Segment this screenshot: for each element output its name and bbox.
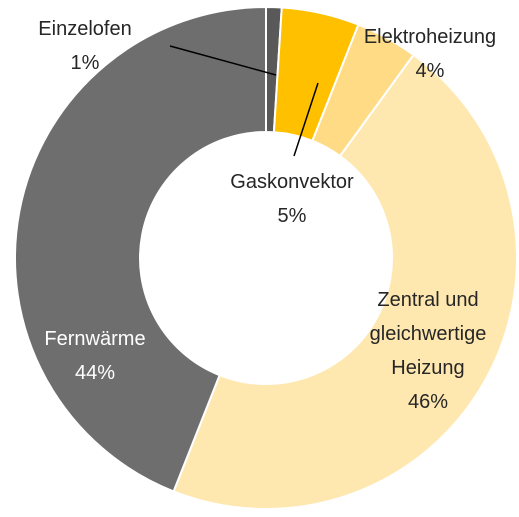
leader-line	[293, 82, 319, 157]
slice-label: Einzelofen 1%	[38, 12, 131, 80]
category-label: Gaskonvektor	[230, 171, 354, 193]
slices	[14, 5, 518, 510]
slice-label: Zentral und gleichwertige Heizung 46%	[353, 283, 503, 419]
category-label: Elektroheizung	[363, 26, 497, 48]
category-label: Zentral und gleichwertige Heizung	[369, 289, 487, 379]
slice	[14, 5, 267, 493]
category-label: Einzelofen	[38, 18, 132, 40]
slice-label: Gaskonvektor 5%	[230, 165, 353, 233]
value-label: 5%	[277, 205, 307, 227]
category-label: Fernwärme	[44, 328, 146, 350]
value-label: 46%	[407, 391, 449, 413]
slice-label: Fernwärme 44%	[44, 322, 145, 390]
value-label: 1%	[70, 52, 100, 74]
slice	[172, 53, 518, 510]
value-label: 4%	[415, 60, 445, 82]
leader-line	[169, 45, 277, 76]
value-label: 44%	[74, 362, 116, 384]
slice-label: Elektroheizung 4%	[364, 20, 496, 88]
